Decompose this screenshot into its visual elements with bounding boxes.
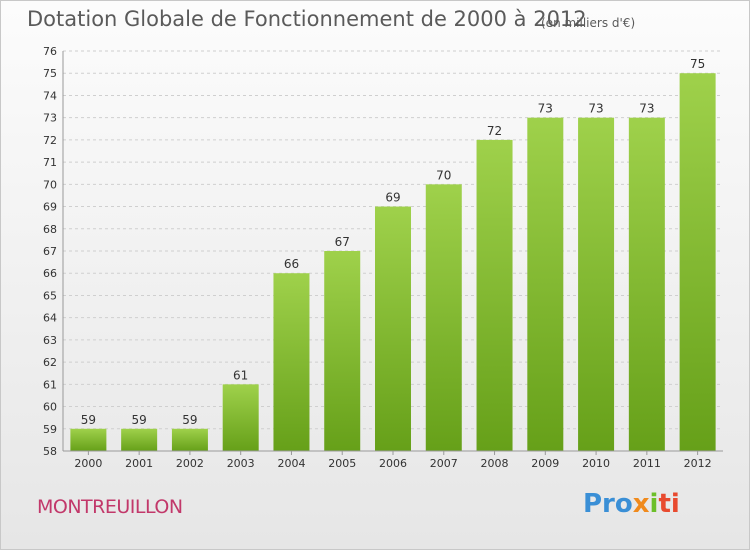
chart-title: Dotation Globale de Fonctionnement de 20… [27, 7, 587, 31]
bar-2002 [171, 428, 208, 451]
x-tick-label: 2003 [227, 457, 255, 470]
bar-2003 [222, 384, 259, 451]
x-tick-label: 2004 [277, 457, 305, 470]
y-tick-label: 66 [43, 267, 57, 280]
logo-part: x [632, 489, 650, 519]
logo-part: Pro [583, 489, 633, 519]
chart-unit-note: (en milliers d'€) [541, 16, 636, 30]
bar-2012 [679, 73, 716, 451]
y-tick-label: 58 [43, 445, 57, 458]
x-tick-label: 2010 [582, 457, 610, 470]
bar-2008 [476, 139, 513, 451]
bar-2004 [273, 273, 310, 451]
x-tick-label: 2012 [684, 457, 712, 470]
x-tick-label: 2009 [531, 457, 559, 470]
y-tick-label: 75 [43, 67, 57, 80]
bar-value-label: 59 [81, 413, 96, 427]
bar-value-label: 59 [182, 413, 197, 427]
y-tick-label: 67 [43, 245, 57, 258]
y-tick-label: 73 [43, 112, 57, 125]
bar-value-label: 61 [233, 368, 248, 382]
x-tick-label: 2011 [633, 457, 661, 470]
bar-2001 [121, 428, 158, 451]
bar-value-label: 67 [335, 235, 350, 249]
y-tick-label: 65 [43, 289, 57, 302]
bar-2010 [578, 117, 615, 452]
x-tick-label: 2005 [328, 457, 356, 470]
bar-2009 [527, 117, 564, 452]
x-tick-label: 2000 [74, 457, 102, 470]
x-tick-label: 2002 [176, 457, 204, 470]
logo-part: ti [658, 489, 680, 519]
y-tick-label: 72 [43, 134, 57, 147]
y-tick-label: 63 [43, 334, 57, 347]
x-tick-label: 2008 [481, 457, 509, 470]
logo-part: i [649, 489, 659, 519]
bar-value-label: 73 [588, 102, 603, 116]
commune-name: MONTREUILLON [37, 496, 183, 518]
y-tick-label: 70 [43, 178, 57, 191]
y-tick-label: 74 [43, 89, 57, 102]
y-tick-label: 64 [43, 312, 57, 325]
x-tick-label: 2006 [379, 457, 407, 470]
y-tick-label: 68 [43, 223, 57, 236]
bar-2007 [425, 184, 462, 452]
x-tick-label: 2007 [430, 457, 458, 470]
y-tick-label: 71 [43, 156, 57, 169]
bar-value-label: 70 [436, 168, 451, 182]
bar-value-label: 59 [132, 413, 147, 427]
bar-value-label: 69 [385, 191, 400, 205]
y-tick-label: 59 [43, 423, 57, 436]
bar-2005 [324, 251, 361, 451]
bar-value-label: 73 [538, 102, 553, 116]
bar-value-label: 66 [284, 257, 299, 271]
y-tick-label: 76 [43, 45, 57, 58]
x-tick-label: 2001 [125, 457, 153, 470]
bar-value-label: 73 [639, 102, 654, 116]
proxiti-logo[interactable]: Proxiti [583, 489, 680, 519]
bar-2006 [375, 206, 411, 451]
y-tick-label: 61 [43, 378, 57, 391]
bar-value-label: 72 [487, 124, 502, 138]
y-tick-label: 60 [43, 401, 57, 414]
y-tick-label: 62 [43, 356, 57, 369]
bar-2000 [70, 428, 107, 451]
bar-value-label: 75 [690, 57, 705, 71]
y-tick-label: 69 [43, 201, 57, 214]
bar-2011 [628, 117, 665, 452]
